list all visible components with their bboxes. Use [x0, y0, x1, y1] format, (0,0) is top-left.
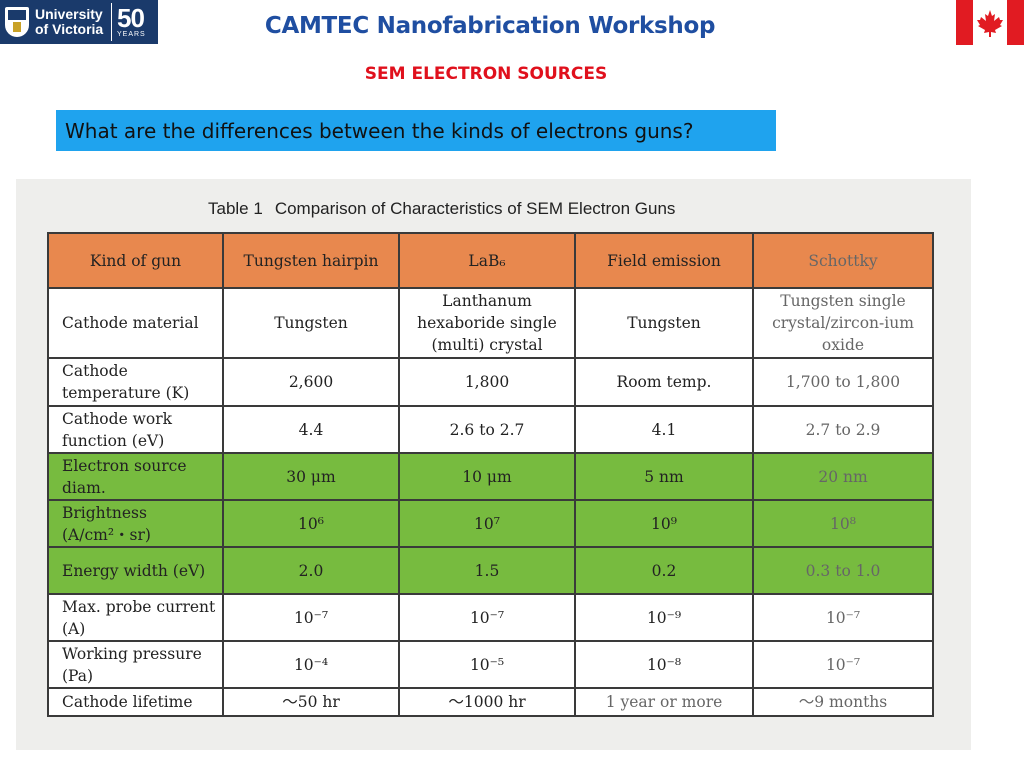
table-cell: 10⁻⁸ [574, 640, 754, 689]
uvic-shield-icon [5, 7, 29, 37]
row-label: Cathode work function (eV) [47, 405, 224, 454]
table-row: Max. probe current (A) 10⁻⁷ 10⁻⁷ 10⁻⁹ 10… [47, 593, 934, 642]
table-row: Brightness (A/cm²・sr) 10⁶ 10⁷ 10⁹ 10⁸ [47, 499, 934, 548]
header-cell: Schottky [752, 232, 934, 289]
header-cell: Field emission [574, 232, 754, 289]
table-cell: 30 μm [222, 452, 400, 501]
row-label: Cathode material [47, 287, 224, 359]
table-row: Electron source diam. 30 μm 10 μm 5 nm 2… [47, 452, 934, 501]
row-label: Max. probe current (A) [47, 593, 224, 642]
table-row: Cathode lifetime ～50 hr ～1000 hr 1 year … [47, 687, 934, 717]
table-cell: 20 nm [752, 452, 934, 501]
table-cell: 10 μm [398, 452, 576, 501]
table-number: Table 1 [208, 199, 263, 218]
table-cell: 1,700 to 1,800 [752, 357, 934, 407]
canada-flag [956, 0, 1024, 45]
anniversary-years: YEARS [117, 31, 146, 38]
table-cell: 2.0 [222, 546, 400, 595]
university-name: University of Victoria [35, 6, 104, 37]
table-cell: 1,800 [398, 357, 576, 407]
table-row: Cathode material Tungsten Lanthanum hexa… [47, 287, 934, 359]
table-row: Working pressure (Pa) 10⁻⁴ 10⁻⁵ 10⁻⁸ 10⁻… [47, 640, 934, 689]
header-cell: Tungsten hairpin [222, 232, 400, 289]
table-cell: Lanthanum hexaboride single (multi) crys… [398, 287, 576, 359]
table-cell: 10⁷ [398, 499, 576, 548]
table-cell: 10⁻⁴ [222, 640, 400, 689]
anniversary-number: 50 [117, 3, 145, 33]
table-cell: 10⁻⁵ [398, 640, 576, 689]
table-cell: Room temp. [574, 357, 754, 407]
table-cell: 10⁻⁷ [222, 593, 400, 642]
row-label: Cathode lifetime [47, 687, 224, 717]
header-cell: Kind of gun [47, 232, 224, 289]
row-label: Energy width (eV) [47, 546, 224, 595]
question-banner: What are the differences between the kin… [56, 110, 776, 151]
table-cell: ～9 months [752, 687, 934, 717]
row-label: Cathode temperature (K) [47, 357, 224, 407]
page-title: CAMTEC Nanofabrication Workshop [264, 13, 716, 39]
table-row: Cathode work function (eV) 4.4 2.6 to 2.… [47, 405, 934, 454]
table-cell: 0.2 [574, 546, 754, 595]
table-cell: 10⁻⁷ [752, 593, 934, 642]
table-cell: 10⁸ [752, 499, 934, 548]
row-label: Electron source diam. [47, 452, 224, 501]
table-cell: Tungsten [222, 287, 400, 359]
table-cell: 0.3 to 1.0 [752, 546, 934, 595]
table-cell: 1.5 [398, 546, 576, 595]
header-cell: LaB₆ [398, 232, 576, 289]
table-cell: 2,600 [222, 357, 400, 407]
table-cell: 10⁻⁷ [398, 593, 576, 642]
maple-leaf-icon [977, 9, 1003, 37]
table-cell: 2.7 to 2.9 [752, 405, 934, 454]
table-cell: Tungsten single crystal/zircon-ium oxide [752, 287, 934, 359]
table-cell: ～50 hr [222, 687, 400, 717]
table-row: Cathode temperature (K) 2,600 1,800 Room… [47, 357, 934, 407]
table-cell: Tungsten [574, 287, 754, 359]
electron-gun-table: Kind of gun Tungsten hairpin LaB₆ Field … [47, 232, 934, 717]
table-cell: 1 year or more [574, 687, 754, 717]
anniversary-badge: 50 YEARS [111, 3, 146, 41]
university-logo: University of Victoria 50 YEARS [0, 0, 158, 44]
table-cell: 10⁶ [222, 499, 400, 548]
table-row: Energy width (eV) 2.0 1.5 0.2 0.3 to 1.0 [47, 546, 934, 595]
page-subtitle: SEM ELECTRON SOURCES [364, 64, 608, 84]
row-label: Brightness (A/cm²・sr) [47, 499, 224, 548]
table-cell: 4.4 [222, 405, 400, 454]
table-caption: Table 1 Comparison of Characteristics of … [208, 199, 675, 219]
table-cell: 2.6 to 2.7 [398, 405, 576, 454]
table-cell: 5 nm [574, 452, 754, 501]
table-cell: 10⁹ [574, 499, 754, 548]
table-caption-text: Comparison of Characteristics of SEM Ele… [274, 199, 676, 218]
table-cell: 4.1 [574, 405, 754, 454]
table-cell: ～1000 hr [398, 687, 576, 717]
scanned-table-image: Table 1 Comparison of Characteristics of … [16, 179, 971, 750]
table-cell: 10⁻⁷ [752, 640, 934, 689]
table-header-row: Kind of gun Tungsten hairpin LaB₆ Field … [47, 232, 934, 289]
table-cell: 10⁻⁹ [574, 593, 754, 642]
row-label: Working pressure (Pa) [47, 640, 224, 689]
